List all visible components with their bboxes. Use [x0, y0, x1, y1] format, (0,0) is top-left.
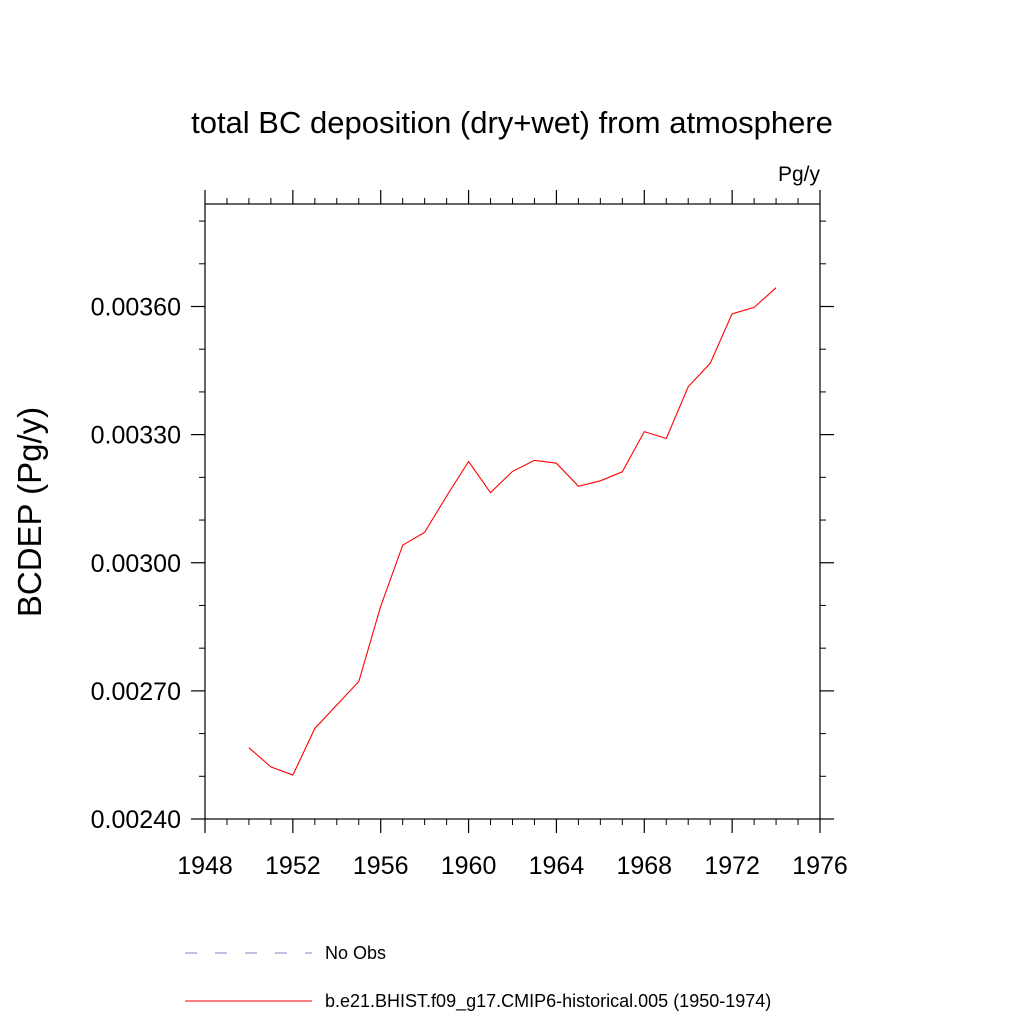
legend-label-historical: b.e21.BHIST.f09_g17.CMIP6-historical.005…: [325, 991, 771, 1012]
y-axis-label: BCDEP (Pg/y): [11, 407, 48, 617]
y-tick-labels: 0.00240 0.00270 0.00300 0.00330 0.00360: [91, 294, 181, 835]
x-tick-label: 1956: [353, 852, 409, 880]
x-tick-label: 1972: [704, 852, 760, 880]
y-tick-label: 0.00330: [91, 422, 181, 450]
x-tick-labels: 1948 1952 1956 1960 1964 1968 1972 1976: [177, 852, 848, 880]
x-tick-label: 1952: [265, 852, 321, 880]
x-tick-label: 1976: [792, 852, 848, 880]
units-label: Pg/y: [778, 163, 821, 186]
x-tick-label: 1960: [441, 852, 497, 880]
x-tick-label: 1948: [177, 852, 233, 880]
y-tick-label: 0.00300: [91, 550, 181, 578]
legend-label-no-obs: No Obs: [325, 943, 386, 963]
series-layer: [248, 287, 777, 776]
plot-frame: [204, 203, 821, 820]
y-tick-label: 0.00270: [91, 678, 181, 706]
y-tick-label: 0.00240: [91, 806, 181, 834]
y-tick-label: 0.00360: [91, 294, 181, 322]
chart-title: total BC deposition (dry+wet) from atmos…: [191, 105, 833, 140]
x-tick-label: 1964: [529, 852, 585, 880]
x-tick-label: 1968: [616, 852, 672, 880]
tick-marks: [191, 190, 834, 833]
series-line: [248, 287, 777, 776]
legend: No Obs b.e21.BHIST.f09_g17.CMIP6-histori…: [185, 943, 771, 1012]
